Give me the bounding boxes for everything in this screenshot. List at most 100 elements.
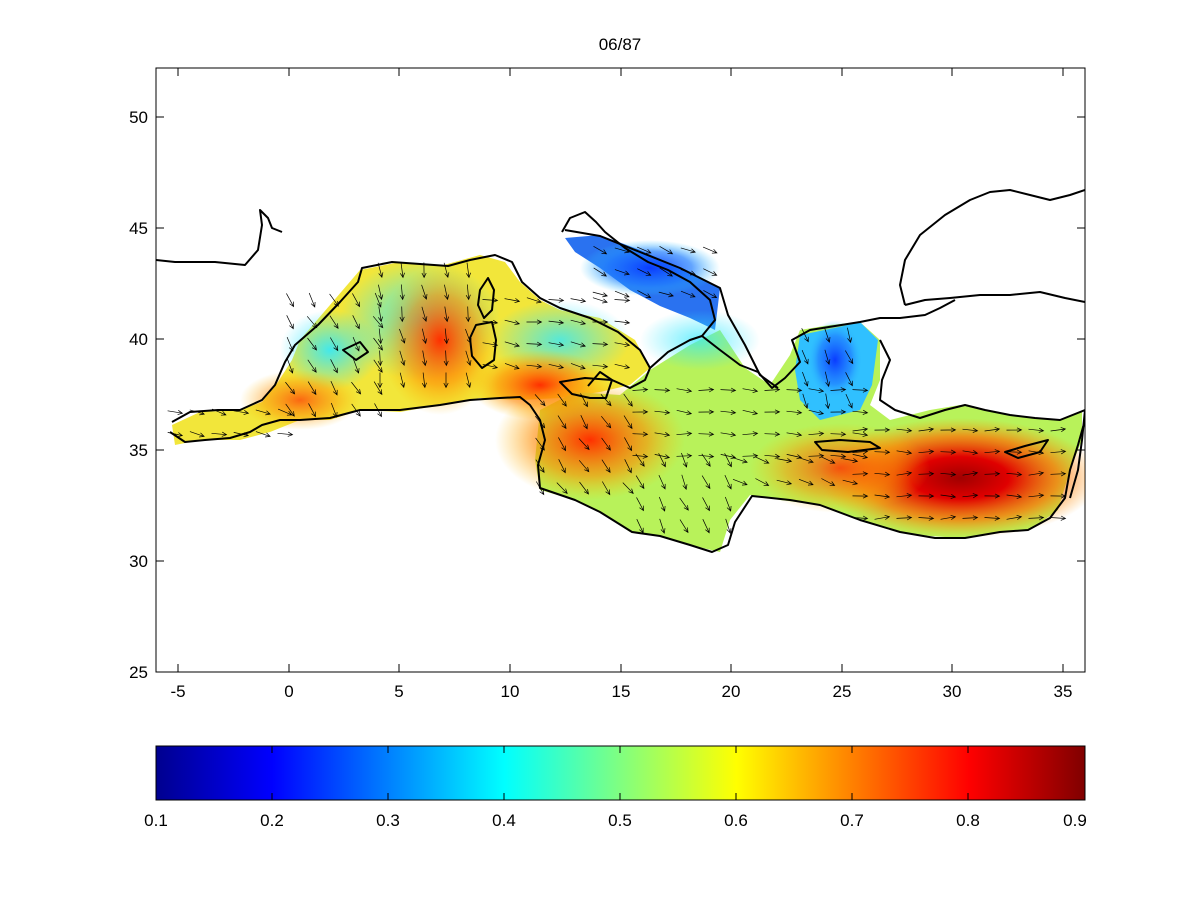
direction-arrow [377, 328, 383, 345]
direction-arrow [984, 449, 1001, 455]
direction-arrow [824, 371, 831, 388]
direction-arrow [776, 458, 793, 464]
direction-arrow [896, 427, 913, 433]
direction-arrow [896, 471, 913, 476]
direction-arrow [940, 471, 957, 477]
direction-arrow [676, 453, 693, 459]
direction-arrow [167, 410, 184, 415]
y-tick-label: 40 [129, 330, 148, 349]
direction-arrow [825, 393, 831, 410]
direction-arrow [679, 497, 689, 511]
direction-arrow [654, 387, 671, 393]
direction-arrow [526, 319, 543, 325]
direction-arrow [802, 371, 809, 387]
direction-arrow [724, 453, 732, 468]
direction-arrow [548, 297, 565, 303]
direction-arrow [776, 479, 793, 486]
direction-arrow [940, 427, 957, 433]
direction-arrow [874, 494, 891, 499]
x-tick-label: 20 [722, 682, 741, 701]
direction-arrow [874, 514, 891, 520]
direction-arrow [984, 471, 1001, 477]
direction-arrow [399, 372, 406, 389]
coastline-adriatic-west [561, 211, 716, 337]
direction-arrow [443, 328, 449, 345]
island-cyprus [1004, 439, 1049, 459]
direction-arrow [658, 291, 674, 298]
direction-arrow [636, 497, 644, 512]
direction-arrow [680, 290, 696, 298]
direction-arrow [307, 359, 317, 373]
direction-arrow [570, 319, 587, 326]
direction-arrow [1006, 514, 1023, 520]
direction-arrow [962, 471, 979, 476]
direction-arrow [330, 359, 338, 374]
direction-arrow [308, 403, 316, 418]
direction-arrow [465, 350, 472, 366]
direction-arrow [578, 438, 590, 451]
direction-arrow [330, 380, 338, 396]
direction-arrow [374, 292, 382, 308]
direction-arrow [720, 432, 737, 437]
direction-arrow [637, 268, 652, 276]
direction-arrow [421, 284, 428, 300]
direction-arrow [535, 459, 545, 473]
direction-arrow [601, 437, 611, 451]
x-tick-label: 35 [1054, 682, 1073, 701]
coastline-adriatic-east [564, 229, 779, 389]
direction-arrow [353, 358, 360, 374]
direction-arrow [526, 363, 543, 369]
direction-arrow [1006, 494, 1023, 499]
x-tick-label: 5 [394, 682, 403, 701]
direction-arrow [940, 494, 957, 499]
direction-arrow [654, 409, 671, 415]
direction-arrow [277, 431, 294, 437]
direction-arrow [623, 415, 633, 430]
x-tick-label: 30 [943, 682, 962, 701]
direction-arrow [632, 387, 649, 393]
direction-arrow [962, 450, 979, 455]
direction-arrow [636, 246, 652, 254]
y-tick-label: 50 [129, 108, 148, 127]
direction-arrow [592, 363, 609, 369]
direction-arrow [579, 481, 589, 495]
coastlines [156, 189, 1085, 553]
direction-arrow [918, 449, 935, 455]
direction-arrow [580, 415, 588, 430]
direction-arrow [400, 262, 405, 279]
direction-arrow [962, 427, 979, 433]
direction-arrow [614, 319, 631, 325]
direction-arrow [600, 394, 612, 407]
direction-arrow [548, 342, 565, 348]
direction-arrow [742, 388, 759, 394]
direction-arrow [659, 245, 674, 255]
direction-arrow [1028, 427, 1045, 433]
direction-arrow [444, 306, 449, 323]
direction-arrow [534, 394, 546, 407]
direction-arrow [676, 431, 693, 437]
direction-arrow [465, 284, 471, 301]
colorbar-tick-labels: 0.1 0.2 0.3 0.4 0.5 0.6 0.7 0.8 0.9 [144, 811, 1087, 830]
direction-arrow [1050, 427, 1067, 432]
direction-arrow [808, 388, 825, 394]
direction-arrow [918, 427, 935, 432]
direction-arrow [578, 460, 590, 473]
direction-arrow [824, 349, 831, 365]
direction-arrow [443, 350, 449, 367]
colorbar-tick-label: 0.3 [376, 811, 400, 830]
direction-arrow [896, 493, 913, 499]
direction-arrow [352, 293, 360, 308]
direction-arrow [372, 316, 384, 329]
direction-arrow [378, 306, 383, 323]
direction-arrow [984, 427, 1001, 432]
map-axes: -5 0 5 10 15 20 25 30 35 25 30 35 40 45 … [129, 67, 1086, 701]
y-tick-label: 25 [129, 663, 148, 682]
colorbar-tick-label: 0.8 [956, 811, 980, 830]
direction-arrow [286, 293, 294, 308]
direction-arrow [681, 474, 688, 490]
direction-arrow [724, 474, 732, 490]
direction-arrow [801, 349, 809, 365]
direction-arrow [285, 381, 296, 395]
island-crete [814, 439, 881, 453]
direction-arrow [614, 363, 631, 370]
